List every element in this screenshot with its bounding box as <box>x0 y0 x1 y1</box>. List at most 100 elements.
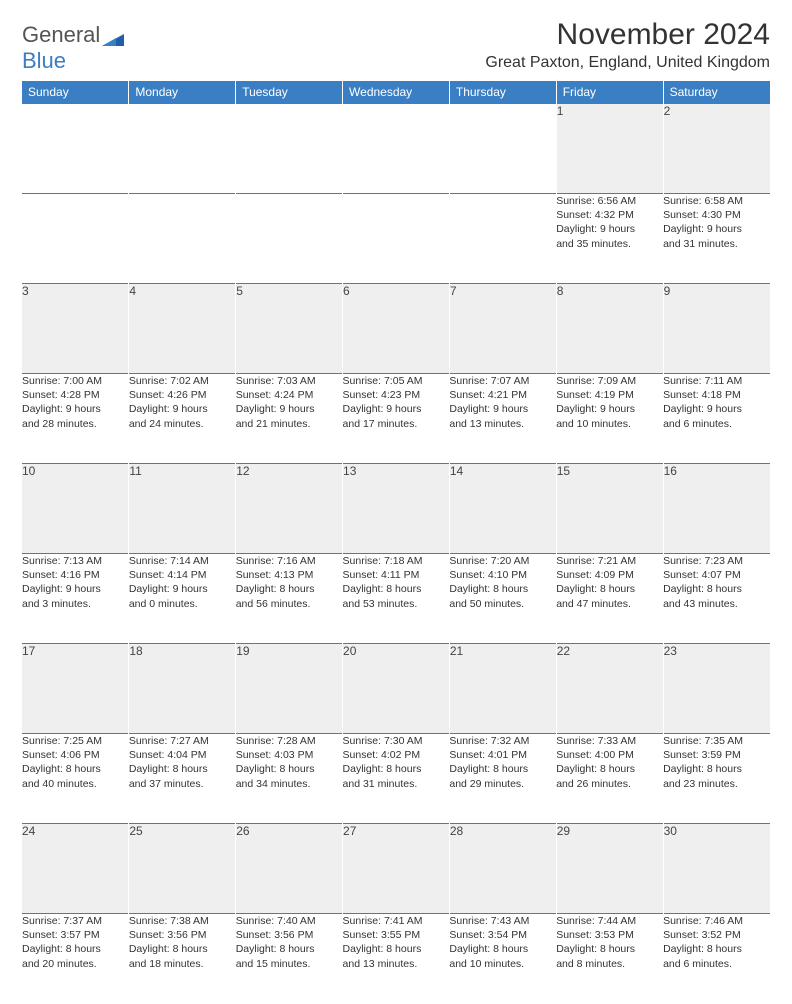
day-number-cell: 14 <box>449 464 556 554</box>
day-d1: Daylight: 8 hours <box>343 942 450 956</box>
day-number-cell: 5 <box>236 284 343 374</box>
day-info-cell: Sunrise: 7:00 AMSunset: 4:28 PMDaylight:… <box>22 374 129 464</box>
day-number-cell: 8 <box>556 284 663 374</box>
day-info-cell: Sunrise: 7:38 AMSunset: 3:56 PMDaylight:… <box>129 914 236 1004</box>
day-info-cell <box>449 194 556 284</box>
day-d1: Daylight: 8 hours <box>343 762 450 776</box>
col-wednesday: Wednesday <box>343 81 450 104</box>
day-info-cell: Sunrise: 7:23 AMSunset: 4:07 PMDaylight:… <box>663 554 770 644</box>
location-text: Great Paxton, England, United Kingdom <box>485 54 770 72</box>
day-d1: Daylight: 9 hours <box>556 402 663 416</box>
day-info-cell: Sunrise: 6:58 AMSunset: 4:30 PMDaylight:… <box>663 194 770 284</box>
day-number-cell: 3 <box>22 284 129 374</box>
day-ss: Sunset: 4:03 PM <box>236 748 343 762</box>
day-info-cell: Sunrise: 7:30 AMSunset: 4:02 PMDaylight:… <box>343 734 450 824</box>
day-number-cell: 20 <box>343 644 450 734</box>
calendar-table: Sunday Monday Tuesday Wednesday Thursday… <box>22 81 770 1004</box>
day-sr: Sunrise: 7:38 AM <box>129 914 236 928</box>
weekday-header-row: Sunday Monday Tuesday Wednesday Thursday… <box>22 81 770 104</box>
day-number-cell: 10 <box>22 464 129 554</box>
day-ss: Sunset: 4:10 PM <box>449 568 556 582</box>
day-ss: Sunset: 3:56 PM <box>236 928 343 942</box>
day-d1: Daylight: 8 hours <box>236 762 343 776</box>
brand-logo: General Blue <box>22 24 124 73</box>
week-daynum-row: 3456789 <box>22 284 770 374</box>
day-d1: Daylight: 9 hours <box>449 402 556 416</box>
day-d1: Daylight: 8 hours <box>556 942 663 956</box>
day-info-cell: Sunrise: 7:43 AMSunset: 3:54 PMDaylight:… <box>449 914 556 1004</box>
day-ss: Sunset: 4:21 PM <box>449 388 556 402</box>
day-sr: Sunrise: 7:27 AM <box>129 734 236 748</box>
day-ss: Sunset: 4:26 PM <box>129 388 236 402</box>
calendar-body: 12 Sunrise: 6:56 AMSunset: 4:32 PMDayligh… <box>22 104 770 1004</box>
day-sr: Sunrise: 7:02 AM <box>129 374 236 388</box>
day-info-cell: Sunrise: 7:14 AMSunset: 4:14 PMDaylight:… <box>129 554 236 644</box>
day-d2: and 34 minutes. <box>236 777 343 791</box>
day-ss: Sunset: 4:32 PM <box>556 208 663 222</box>
week-daynum-row: 10111213141516 <box>22 464 770 554</box>
day-number-cell: 6 <box>343 284 450 374</box>
day-number-cell: 15 <box>556 464 663 554</box>
page-header: General Blue November 2024 Great Paxton,… <box>22 18 770 73</box>
week-daynum-row: 24252627282930 <box>22 824 770 914</box>
day-d1: Daylight: 8 hours <box>449 762 556 776</box>
day-d1: Daylight: 8 hours <box>663 942 770 956</box>
day-number-cell: 29 <box>556 824 663 914</box>
day-ss: Sunset: 3:53 PM <box>556 928 663 942</box>
title-block: November 2024 Great Paxton, England, Uni… <box>485 18 770 72</box>
day-d1: Daylight: 8 hours <box>663 762 770 776</box>
day-d1: Daylight: 8 hours <box>556 582 663 596</box>
day-number-cell: 18 <box>129 644 236 734</box>
day-sr: Sunrise: 7:35 AM <box>663 734 770 748</box>
day-ss: Sunset: 4:06 PM <box>22 748 129 762</box>
day-info-cell: Sunrise: 7:11 AMSunset: 4:18 PMDaylight:… <box>663 374 770 464</box>
day-number-cell: 2 <box>663 104 770 194</box>
day-info-cell: Sunrise: 7:07 AMSunset: 4:21 PMDaylight:… <box>449 374 556 464</box>
day-d2: and 56 minutes. <box>236 597 343 611</box>
day-number-cell: 21 <box>449 644 556 734</box>
day-ss: Sunset: 3:56 PM <box>129 928 236 942</box>
month-title: November 2024 <box>485 18 770 52</box>
day-d2: and 8 minutes. <box>556 957 663 971</box>
day-d2: and 21 minutes. <box>236 417 343 431</box>
day-info-cell <box>236 194 343 284</box>
day-sr: Sunrise: 7:37 AM <box>22 914 129 928</box>
day-sr: Sunrise: 7:07 AM <box>449 374 556 388</box>
day-info-cell: Sunrise: 7:09 AMSunset: 4:19 PMDaylight:… <box>556 374 663 464</box>
day-number-cell: 17 <box>22 644 129 734</box>
day-number-cell: 4 <box>129 284 236 374</box>
day-sr: Sunrise: 7:05 AM <box>343 374 450 388</box>
day-d1: Daylight: 8 hours <box>343 582 450 596</box>
day-number-cell: 12 <box>236 464 343 554</box>
day-number-cell <box>22 104 129 194</box>
day-sr: Sunrise: 7:13 AM <box>22 554 129 568</box>
day-d2: and 43 minutes. <box>663 597 770 611</box>
day-d2: and 40 minutes. <box>22 777 129 791</box>
day-d2: and 20 minutes. <box>22 957 129 971</box>
day-info-cell: Sunrise: 6:56 AMSunset: 4:32 PMDaylight:… <box>556 194 663 284</box>
day-d1: Daylight: 8 hours <box>449 582 556 596</box>
day-sr: Sunrise: 7:28 AM <box>236 734 343 748</box>
day-ss: Sunset: 4:00 PM <box>556 748 663 762</box>
day-info-cell: Sunrise: 7:35 AMSunset: 3:59 PMDaylight:… <box>663 734 770 824</box>
day-d1: Daylight: 8 hours <box>22 762 129 776</box>
day-ss: Sunset: 4:07 PM <box>663 568 770 582</box>
day-d2: and 18 minutes. <box>129 957 236 971</box>
day-d2: and 29 minutes. <box>449 777 556 791</box>
day-info-cell: Sunrise: 7:05 AMSunset: 4:23 PMDaylight:… <box>343 374 450 464</box>
day-ss: Sunset: 4:19 PM <box>556 388 663 402</box>
day-sr: Sunrise: 7:46 AM <box>663 914 770 928</box>
day-sr: Sunrise: 7:09 AM <box>556 374 663 388</box>
day-sr: Sunrise: 7:21 AM <box>556 554 663 568</box>
day-d2: and 24 minutes. <box>129 417 236 431</box>
day-info-cell: Sunrise: 7:13 AMSunset: 4:16 PMDaylight:… <box>22 554 129 644</box>
day-sr: Sunrise: 7:40 AM <box>236 914 343 928</box>
day-number-cell: 11 <box>129 464 236 554</box>
day-ss: Sunset: 4:09 PM <box>556 568 663 582</box>
day-ss: Sunset: 4:16 PM <box>22 568 129 582</box>
day-info-cell: Sunrise: 7:33 AMSunset: 4:00 PMDaylight:… <box>556 734 663 824</box>
day-info-cell: Sunrise: 7:21 AMSunset: 4:09 PMDaylight:… <box>556 554 663 644</box>
day-number-cell: 22 <box>556 644 663 734</box>
day-info-cell: Sunrise: 7:41 AMSunset: 3:55 PMDaylight:… <box>343 914 450 1004</box>
day-sr: Sunrise: 7:43 AM <box>449 914 556 928</box>
